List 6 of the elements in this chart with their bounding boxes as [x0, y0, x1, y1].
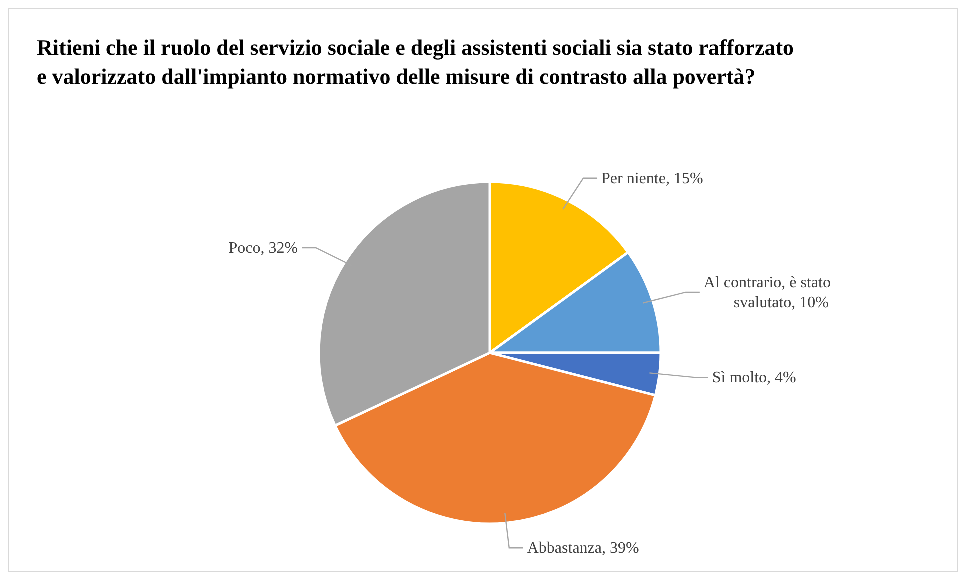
slice-label: Poco, 32%: [228, 239, 298, 256]
slice-label: Al contrario, è stato svalutato, 10%: [704, 274, 831, 311]
slice-label: Abbastanza, 39%: [527, 540, 640, 557]
slice-label: Per niente, 15%: [602, 170, 704, 187]
chart-title: Ritieni che il ruolo del servizio sociale e degli assistenti sociali sia stato rafforzato e valorizzato dall'impianto normativo delle misure di contrasto alla povertà?: [37, 34, 796, 91]
slice-label: Sì molto, 4%: [712, 369, 796, 386]
